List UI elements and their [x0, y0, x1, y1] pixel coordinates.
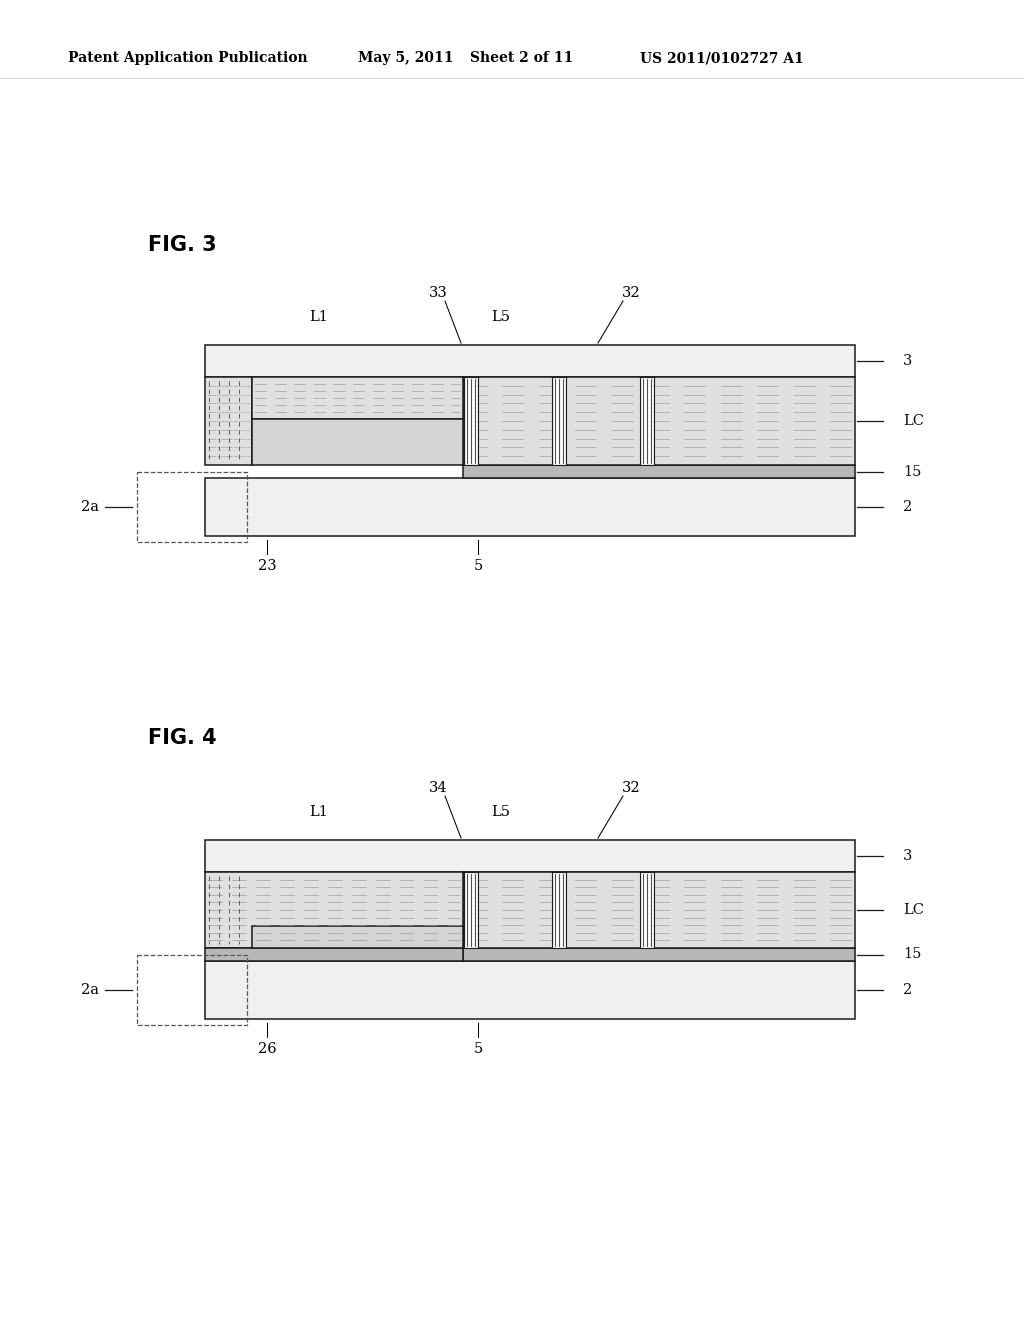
Text: 3: 3 [903, 849, 912, 863]
Bar [464, 378, 478, 465]
Text: 2: 2 [903, 500, 912, 513]
Text: US 2011/0102727 A1: US 2011/0102727 A1 [640, 51, 804, 65]
Text: May 5, 2011: May 5, 2011 [358, 51, 454, 65]
Bar [205, 345, 855, 378]
Text: LC: LC [903, 414, 924, 428]
Bar [552, 378, 566, 465]
Text: Patent Application Publication: Patent Application Publication [68, 51, 307, 65]
Text: 15: 15 [903, 465, 922, 479]
Bar [252, 418, 463, 465]
Bar [205, 873, 463, 948]
Text: 2a: 2a [81, 500, 99, 513]
Text: L1: L1 [309, 310, 329, 323]
Text: 5: 5 [473, 558, 482, 573]
Text: 32: 32 [622, 286, 640, 300]
Bar [205, 948, 463, 961]
Bar [205, 840, 855, 873]
Text: Sheet 2 of 11: Sheet 2 of 11 [470, 51, 573, 65]
Bar [463, 378, 855, 465]
Text: 2a: 2a [81, 983, 99, 997]
Bar [463, 948, 855, 961]
Text: 32: 32 [622, 781, 640, 795]
Text: LC: LC [903, 903, 924, 917]
Text: L5: L5 [492, 805, 511, 818]
Text: 3: 3 [903, 354, 912, 368]
Bar [205, 478, 855, 536]
Bar [463, 873, 855, 948]
Text: 15: 15 [903, 948, 922, 961]
Bar [640, 378, 654, 465]
Text: FIG. 4: FIG. 4 [148, 729, 217, 748]
Text: 23: 23 [258, 558, 276, 573]
Text: FIG. 3: FIG. 3 [148, 235, 217, 255]
Bar [252, 378, 463, 418]
Bar [463, 465, 855, 478]
Text: 34: 34 [429, 781, 447, 795]
Bar [252, 927, 463, 948]
Text: 2: 2 [903, 983, 912, 997]
Bar [205, 961, 855, 1019]
Text: L1: L1 [309, 805, 329, 818]
Text: 26: 26 [258, 1041, 276, 1056]
Bar [464, 873, 478, 948]
Text: L5: L5 [492, 310, 511, 323]
Text: 5: 5 [473, 1041, 482, 1056]
Bar [552, 873, 566, 948]
Bar [640, 873, 654, 948]
Bar [205, 378, 252, 465]
Text: 33: 33 [429, 286, 447, 300]
